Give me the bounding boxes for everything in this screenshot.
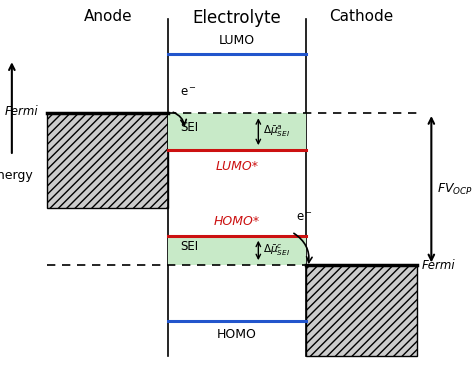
Text: SEI: SEI [180,240,198,253]
Bar [47,113,168,208]
Bar [168,113,306,150]
Text: e$^-$: e$^-$ [180,86,197,99]
Bar [168,236,306,265]
Text: Anode: Anode [83,9,132,24]
Text: $\Delta\bar{\mu}^c_{SEI}$: $\Delta\bar{\mu}^c_{SEI}$ [263,243,290,258]
Text: SEI: SEI [180,121,198,135]
Text: Electrolyte: Electrolyte [192,9,282,27]
Text: LUMO: LUMO [219,34,255,47]
Text: Energy: Energy [0,169,34,182]
Text: Fermi: Fermi [422,259,456,272]
Text: $FV_{OCP}$: $FV_{OCP}$ [437,182,473,197]
Text: LUMO*: LUMO* [216,160,258,173]
Text: Fermi: Fermi [4,105,38,118]
Text: Cathode: Cathode [329,9,393,24]
Bar [306,265,417,356]
Text: HOMO*: HOMO* [214,215,260,228]
Text: e$^-$: e$^-$ [296,211,313,224]
Text: HOMO: HOMO [217,328,257,341]
Text: $\Delta\bar{\mu}^a_{SEI}$: $\Delta\bar{\mu}^a_{SEI}$ [263,124,290,139]
